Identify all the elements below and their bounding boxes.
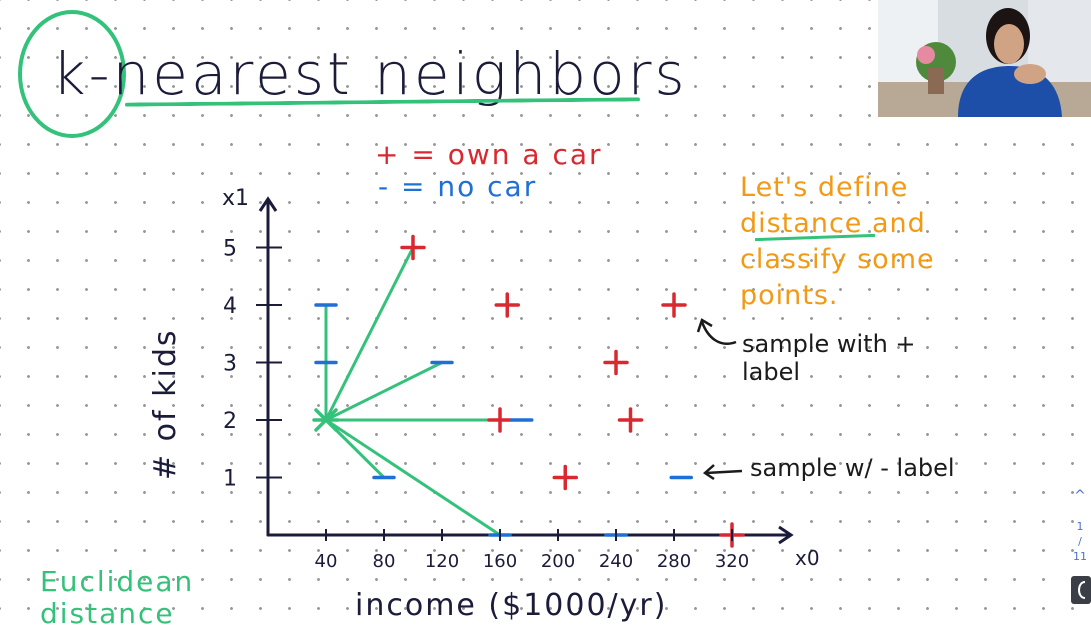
presenter-webcam <box>878 0 1091 117</box>
x-tick-label: 240 <box>599 551 633 572</box>
k-circle <box>18 10 126 138</box>
plus-point <box>552 464 578 491</box>
plus-point <box>617 407 644 433</box>
x-tick-label: 120 <box>425 551 459 572</box>
y-tick-label: 2 <box>223 409 237 434</box>
distance-line <box>324 418 502 537</box>
y-axis-arrow <box>258 196 278 212</box>
arrow-to-minus-sample-icon <box>702 464 743 481</box>
arrow-to-plus-sample-icon <box>696 318 737 345</box>
y-tick-label: 1 <box>223 467 237 492</box>
plus-point <box>487 407 513 433</box>
distance-line <box>324 246 415 422</box>
presenter-video-icon <box>878 0 1091 117</box>
current-page: 1 <box>1076 520 1084 533</box>
sample-plus-note: sample with + label <box>742 330 916 386</box>
knn-scatter-chart: x0 x1 40 80 120 160 200 240 280 320 1 2 3 4 5 <box>222 186 820 572</box>
plus-point <box>400 234 426 261</box>
total-pages: 11 <box>1073 550 1087 563</box>
plus-point <box>661 292 687 318</box>
slide-title: k-nearest neighbors <box>52 40 688 108</box>
x-axis-name: x0 <box>795 546 820 570</box>
x-tick-label: 320 <box>715 551 749 572</box>
x-tick-label: 280 <box>657 551 691 572</box>
x-tick-label: 200 <box>541 551 575 572</box>
legend-plus: + = own a car <box>375 138 603 171</box>
y-tick-label: 3 <box>223 352 237 377</box>
plus-point <box>603 349 629 376</box>
query-point <box>312 408 340 432</box>
page-navigation: ^ 1 / 11 <box>1069 488 1091 615</box>
note-define-distance: Let's define distance and classify some … <box>740 172 935 311</box>
app-logo-icon <box>1071 576 1091 604</box>
y-tick-label: 5 <box>223 237 237 262</box>
legend-minus: - = no car <box>378 170 538 203</box>
sample-minus-note: sample w/ - label <box>750 454 955 482</box>
x-tick-label: 40 <box>315 551 338 572</box>
x-tick-label: 160 <box>483 551 517 572</box>
plus-point <box>494 292 520 318</box>
y-tick-label: 4 <box>223 294 237 319</box>
x-tick-label: 80 <box>373 551 396 572</box>
y-axis-name: x1 <box>222 186 249 211</box>
distance-line <box>324 361 444 422</box>
page-separator: / <box>1078 535 1082 548</box>
x-axis-arrow <box>778 525 794 545</box>
page-up-button[interactable]: ^ <box>1074 488 1086 504</box>
